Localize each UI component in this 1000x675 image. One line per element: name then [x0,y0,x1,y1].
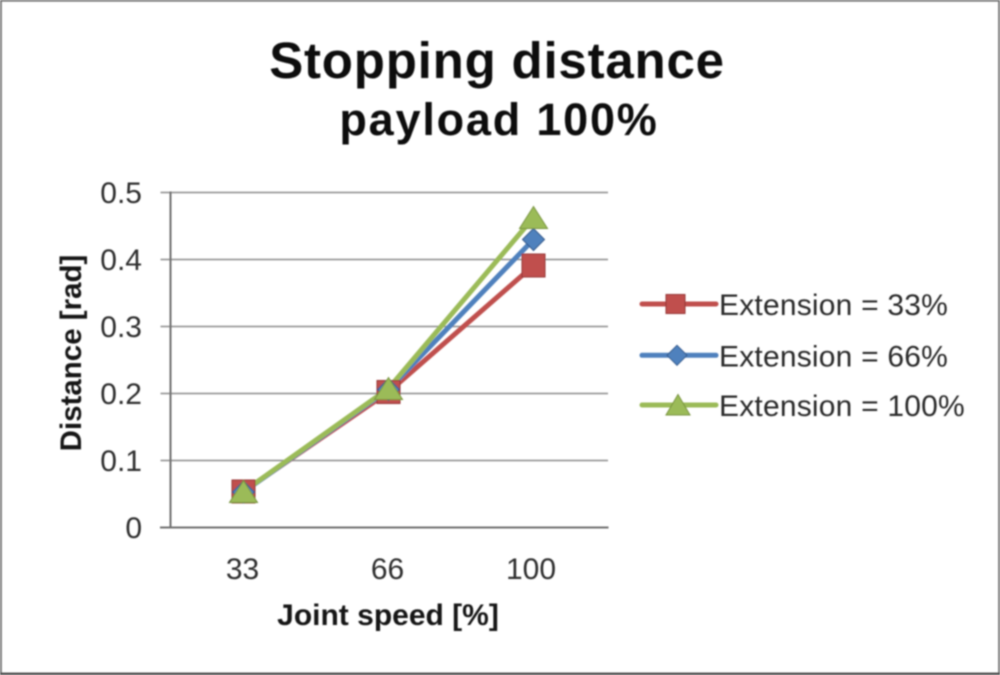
svg-text:0: 0 [125,512,142,545]
svg-text:Stopping distance: Stopping distance [269,32,725,89]
svg-text:66: 66 [371,553,404,586]
svg-text:33: 33 [226,553,259,586]
svg-text:Extension = 66%: Extension = 66% [719,340,948,373]
svg-text:0.3: 0.3 [100,311,142,344]
svg-text:0.2: 0.2 [100,378,142,411]
svg-text:Joint speed [%]: Joint speed [%] [277,599,499,632]
svg-text:payload 100%: payload 100% [339,94,658,145]
svg-text:0.4: 0.4 [100,244,142,277]
svg-text:Extension = 100%: Extension = 100% [719,390,965,423]
svg-text:0.1: 0.1 [100,445,142,478]
svg-text:Distance [rad]: Distance [rad] [55,255,88,452]
svg-text:0.5: 0.5 [100,177,142,210]
svg-text:100: 100 [506,553,556,586]
svg-text:Extension = 33%: Extension = 33% [719,289,948,322]
